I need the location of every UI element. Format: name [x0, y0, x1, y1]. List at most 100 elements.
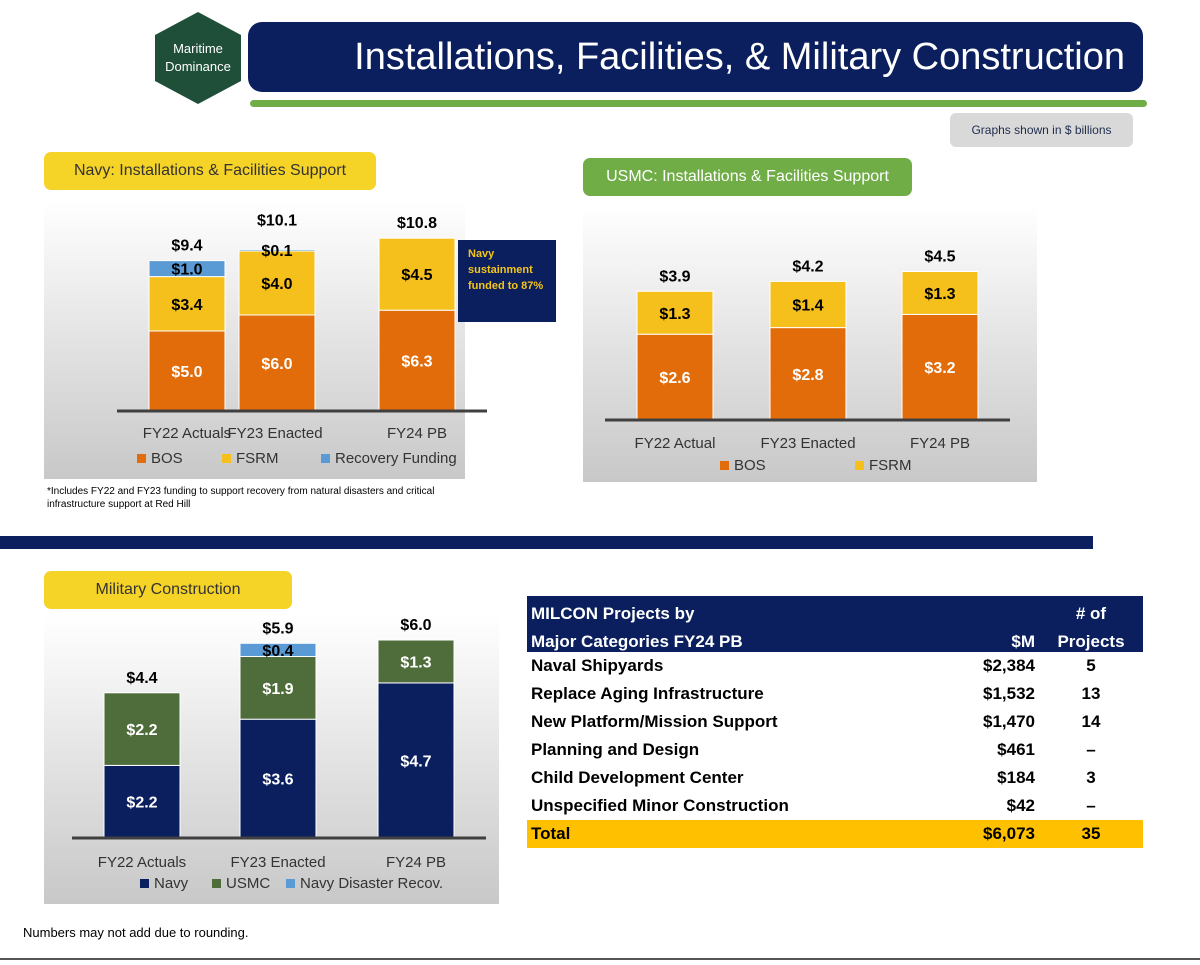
section-divider [0, 536, 1093, 549]
badge-line1: Maritime [173, 41, 223, 56]
bar-data-label: $2.6 [659, 370, 690, 387]
total-projects: 35 [1039, 820, 1143, 848]
bar-recovery-funding [148, 260, 226, 278]
header-amount: $M [921, 624, 1039, 652]
bar-navy-disaster-recov- [239, 642, 317, 657]
row-category: New Platform/Mission Support [531, 712, 778, 731]
x-tick-label: FY22 Actuals [98, 854, 186, 871]
bar-data-label: $6.3 [401, 354, 432, 371]
milcon-projects-table: MILCON Projects by # of Major Categories… [527, 596, 1143, 848]
bar-data-label: $3.2 [924, 360, 955, 377]
legend-entry: FSRM [236, 450, 279, 467]
row-projects: 3 [1086, 768, 1096, 787]
legend-swatch [321, 454, 330, 463]
bar-data-label: $1.3 [400, 654, 431, 671]
usmc-ifs-chart: $2.6 $2.8 $3.2 $1.3 $1.4 $1.3 $3.9 $4.2 $4.5 FY22… [583, 205, 1037, 482]
bar-usmc [377, 639, 455, 684]
x-tick-label: FY23 Enacted [760, 435, 855, 452]
navy-ifs-chart-svg: $5.0 $6.0 $6.3 $3.4 $4.0 $4.5 $1.0 $0.1 $9.4 $10.… [117, 212, 487, 467]
bar-data-label: $1.0 [171, 262, 202, 279]
milcon-section-label: Military Construction [44, 571, 292, 609]
bar-usmc [239, 656, 317, 720]
row-category: Child Development Center [531, 768, 744, 787]
bar-fsrm [901, 271, 979, 315]
bar-bos [636, 333, 714, 421]
legend-swatch [140, 879, 149, 888]
bar-total-label: $3.9 [659, 268, 690, 285]
bar-bos [769, 327, 847, 421]
bar-data-label: $1.3 [924, 286, 955, 303]
bar-data-label: $1.3 [659, 306, 690, 323]
bar-data-label: $2.8 [792, 367, 823, 384]
table-row: Unspecified Minor Construction $42 – [527, 792, 1143, 820]
table-row: Replace Aging Infrastructure $1,532 13 [527, 680, 1143, 708]
bottom-rule [0, 958, 1200, 960]
row-category: Replace Aging Infrastructure [531, 684, 764, 703]
x-tick-label: FY23 Enacted [230, 854, 325, 871]
legend-entry: Recovery Funding [335, 450, 457, 467]
legend-entry: BOS [734, 457, 766, 474]
bar-data-label: $3.4 [171, 297, 202, 314]
legend-swatch [855, 461, 864, 470]
bar-total-label: $10.8 [397, 215, 437, 232]
legend-entry: Navy Disaster Recov. [300, 875, 443, 892]
bar-data-label: $3.6 [262, 772, 293, 789]
bar-data-label: $4.5 [401, 267, 432, 284]
x-tick-label: FY24 PB [386, 854, 446, 871]
legend-entry: BOS [151, 450, 183, 467]
legend-entry: Navy [154, 875, 189, 892]
bar-fsrm [769, 280, 847, 329]
bar-total-label: $6.0 [400, 617, 431, 634]
legend-swatch [286, 879, 295, 888]
legend-entry: USMC [226, 875, 270, 892]
milcon-chart-svg: $2.2 $3.6 $4.7 $2.2 $1.9 $1.3 $0.4 $4.4 $5.9 $6.0… [72, 617, 486, 892]
bar-data-label: $2.2 [126, 722, 157, 739]
row-category: Planning and Design [531, 740, 700, 759]
bar-fsrm [378, 237, 456, 311]
x-tick-label: FY22 Actual [635, 435, 716, 452]
milcon-chart: $2.2 $3.6 $4.7 $2.2 $1.9 $1.3 $0.4 $4.4 $5.9 $6.0… [44, 616, 499, 904]
header-category-line2: Major Categories FY24 PB [527, 624, 921, 652]
bar-bos [901, 313, 979, 421]
bar-data-label: $5.0 [171, 364, 202, 381]
bar-data-label: $4.0 [261, 276, 292, 293]
usmc-ifs-section-label: USMC: Installations & Facilities Support [583, 158, 912, 196]
total-category: Total [527, 820, 921, 848]
bar-total-label: $5.9 [262, 620, 293, 637]
x-tick-label: FY22 Actuals [143, 425, 231, 442]
row-projects: – [1086, 796, 1096, 815]
table-total-row: Total $6,073 35 [527, 820, 1143, 848]
hexagon-icon [155, 12, 241, 104]
table-header-row: Major Categories FY24 PB $M Projects [527, 624, 1143, 652]
bar-data-label: $6.0 [261, 356, 292, 373]
legend-swatch [137, 454, 146, 463]
row-amount: $461 [997, 740, 1035, 759]
bar-bos [378, 309, 456, 412]
row-projects: 5 [1086, 656, 1096, 675]
bar-total-label: $9.4 [171, 238, 202, 255]
badge-line2: Dominance [165, 59, 231, 74]
header-category-line1: MILCON Projects by [527, 596, 921, 624]
x-tick-label: FY24 PB [387, 425, 447, 442]
bar-total-label: $4.2 [792, 258, 823, 275]
row-amount: $42 [1006, 796, 1035, 815]
navy-ifs-footnote: *Includes FY22 and FY23 funding to suppo… [47, 486, 435, 510]
row-projects: – [1086, 740, 1096, 759]
bar-data-label: $0.1 [261, 243, 292, 260]
units-note: Graphs shown in $ billions [950, 113, 1133, 147]
bar-recovery-funding [238, 248, 316, 252]
row-category: Naval Shipyards [531, 656, 664, 675]
header-projects-line1: # of [1039, 596, 1143, 624]
total-amount: $6,073 [921, 820, 1039, 848]
row-projects: 13 [1081, 684, 1101, 703]
table-row: Planning and Design $461 – [527, 736, 1143, 764]
bar-navy [239, 718, 317, 839]
navy-ifs-chart: $5.0 $6.0 $6.3 $3.4 $4.0 $4.5 $1.0 $0.1 $9.4 $10.… [44, 201, 487, 479]
row-category: Unspecified Minor Construction [531, 796, 789, 815]
row-amount: $1,470 [983, 712, 1035, 731]
header-projects-line2: Projects [1039, 624, 1143, 652]
bar-total-label: $4.4 [126, 670, 157, 687]
table-row: Child Development Center $184 3 [527, 764, 1143, 792]
bar-data-label: $1.9 [262, 681, 293, 698]
row-amount: $1,532 [983, 684, 1035, 703]
